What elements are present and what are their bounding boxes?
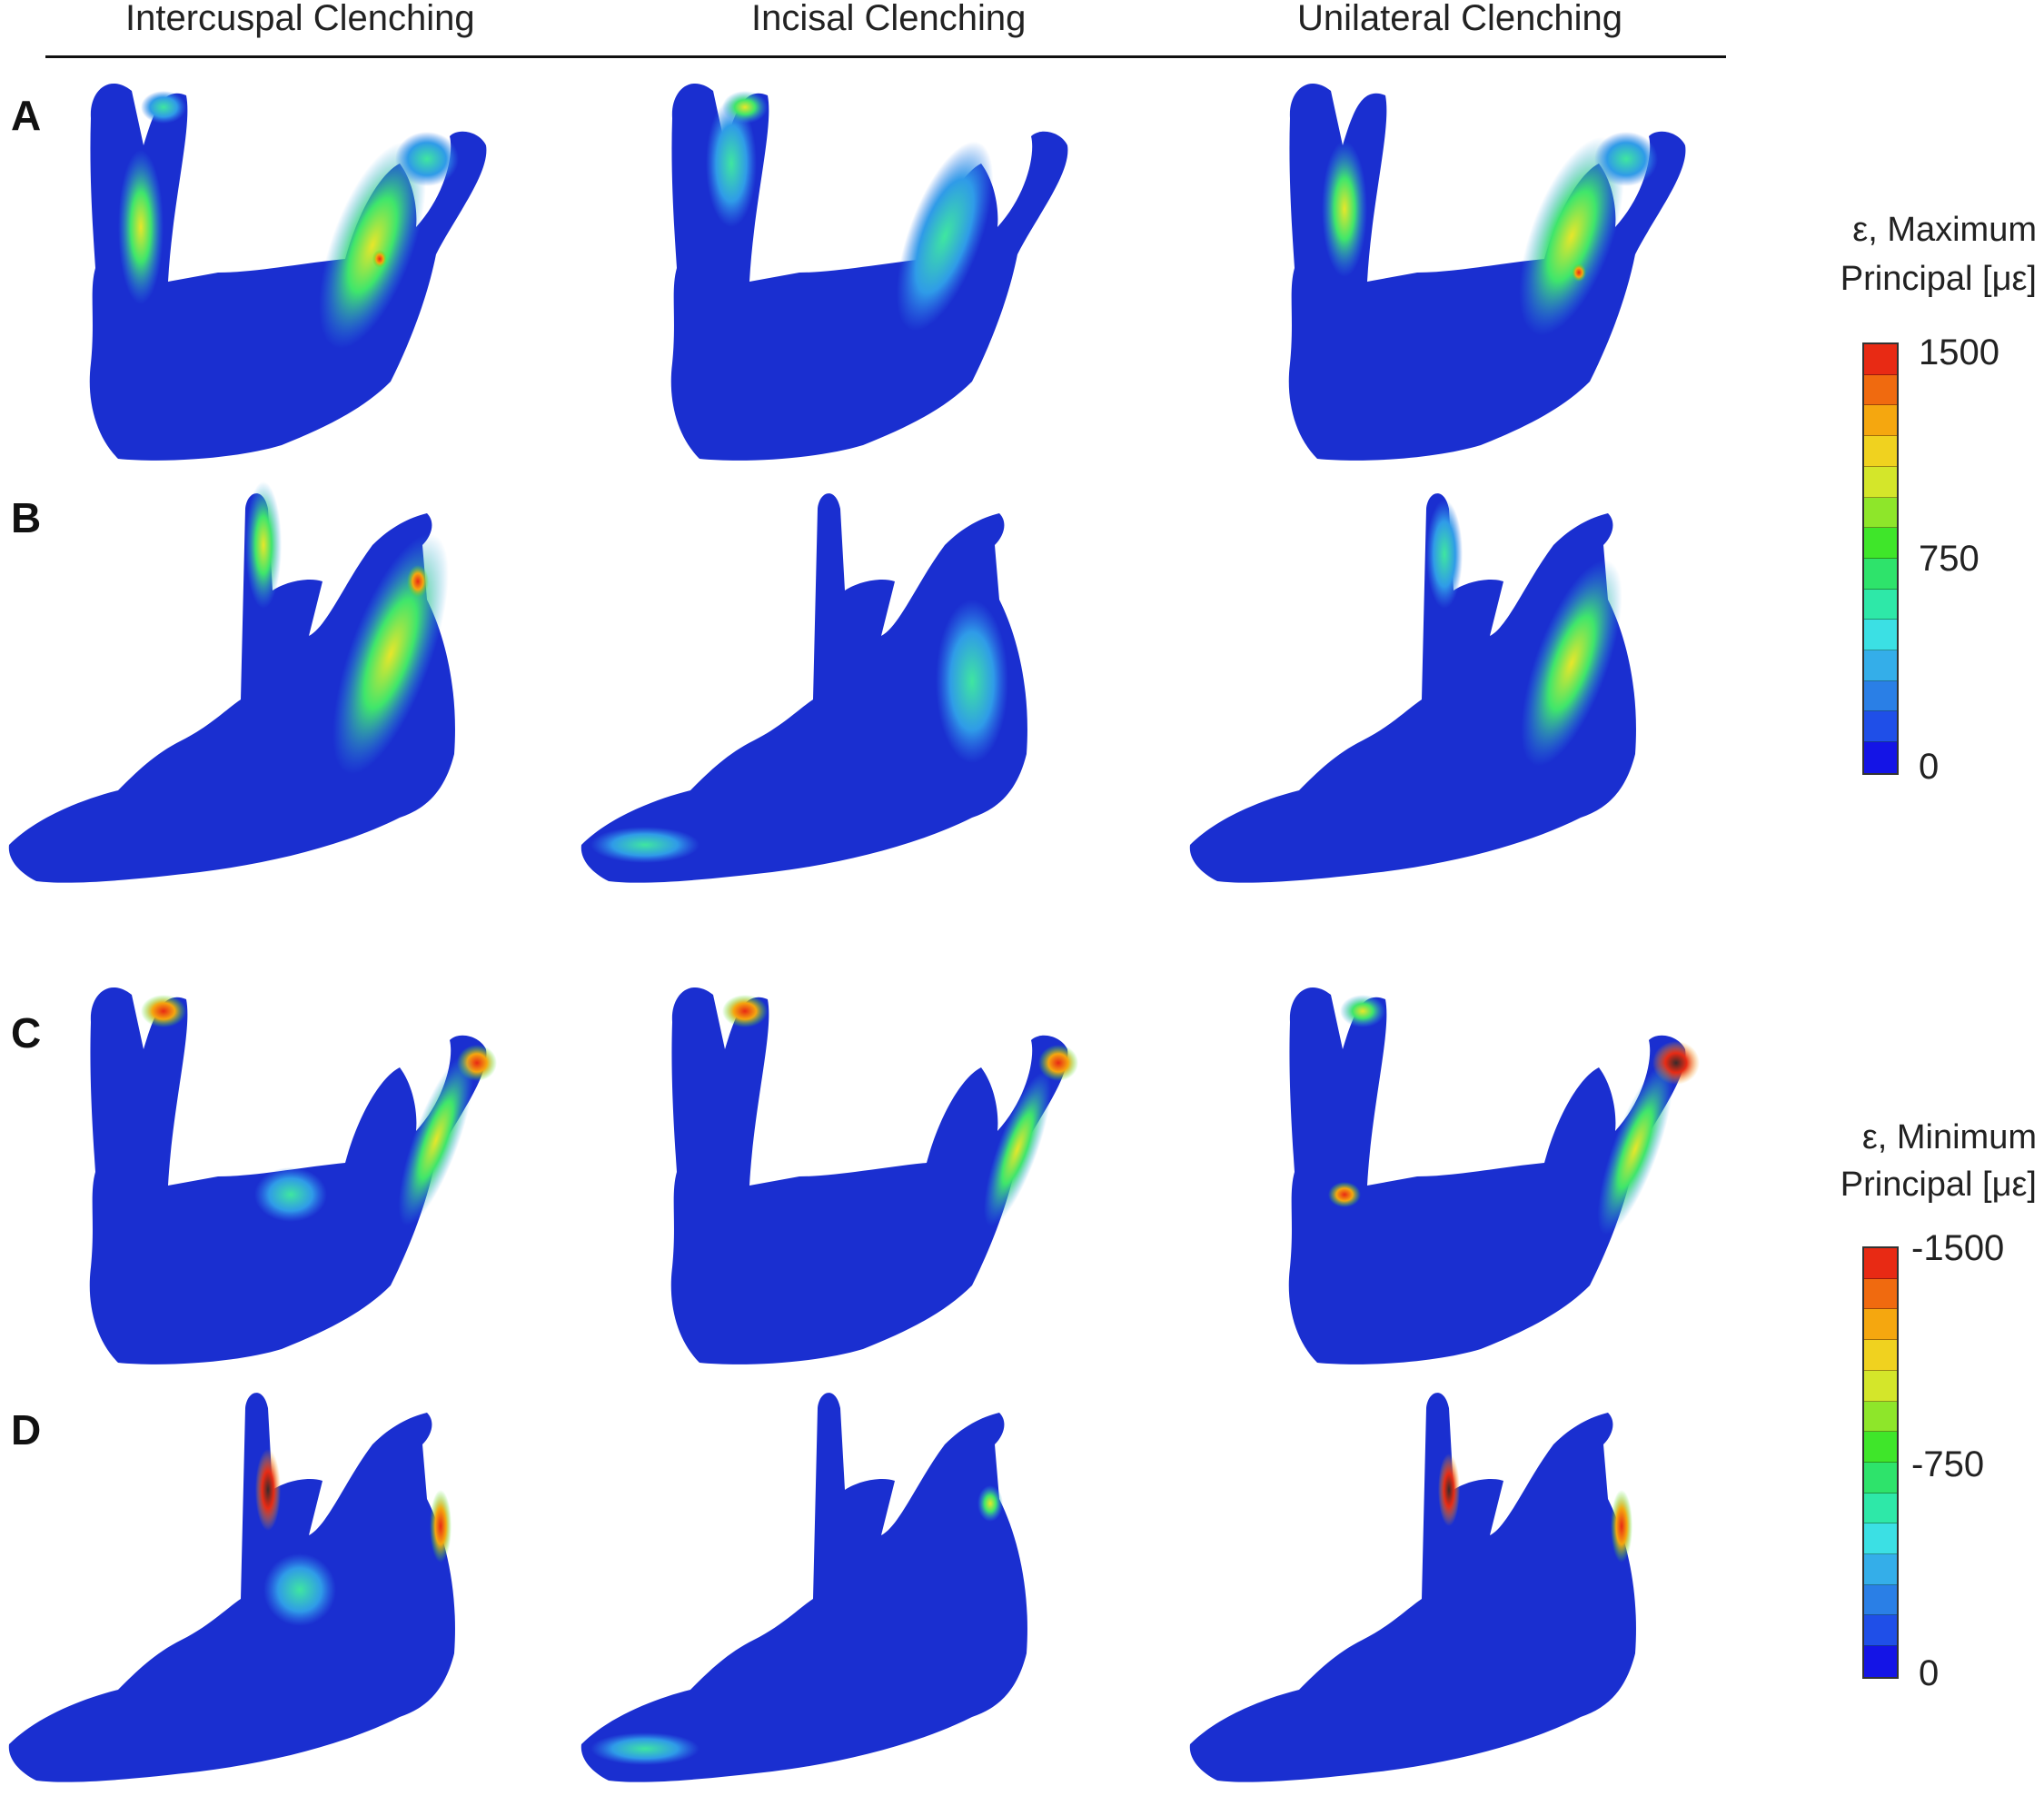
- colorbar-max-title-2: Principal [με]: [1840, 260, 2037, 298]
- cbmax-segment: [1864, 620, 1897, 651]
- colorbar-min: [1862, 1246, 1899, 1679]
- render-c-incisal: [670, 987, 1078, 1364]
- cbmax-segment: [1864, 374, 1897, 406]
- row-label-d: D: [11, 1406, 42, 1454]
- row-label-a: A: [11, 92, 42, 139]
- render-c-intercuspal: [89, 987, 497, 1364]
- colorbar-max-title-1: ε, Maximum: [1852, 211, 2037, 249]
- cbmin-segment: [1864, 1523, 1897, 1555]
- render-b-intercuspal: [8, 481, 455, 883]
- row-label-b: B: [11, 494, 42, 541]
- cbmin-segment: [1864, 1493, 1897, 1524]
- cbmax-segment: [1864, 528, 1897, 559]
- render-a-incisal: [670, 83, 1068, 461]
- cbmin-segment: [1864, 1462, 1897, 1493]
- cbmax-segment: [1864, 589, 1897, 620]
- cbmax-segment: [1864, 405, 1897, 437]
- colorbar-max: [1862, 342, 1899, 775]
- colorbar-min-tick-bottom: 0: [1919, 1653, 1940, 1693]
- cbmin-segment: [1864, 1340, 1897, 1371]
- cbmin-segment: [1864, 1615, 1897, 1647]
- cbmin-segment: [1864, 1401, 1897, 1433]
- column-header-unilateral: Unilateral Clenching: [1297, 0, 1622, 38]
- colorbar-min-title-2: Principal [με]: [1840, 1166, 2037, 1204]
- render-a-intercuspal: [89, 83, 487, 461]
- column-header-incisal: Incisal Clenching: [751, 0, 1027, 38]
- cbmax-segment: [1864, 436, 1897, 467]
- cbmin-segment: [1864, 1278, 1897, 1310]
- mandible-renders: [8, 83, 1700, 1782]
- colorbar-min-tick-mid: -750: [1911, 1444, 1985, 1484]
- header-rule: [45, 55, 1726, 58]
- render-d-incisal: [580, 1393, 1027, 1782]
- render-d-unilateral: [1189, 1393, 1636, 1782]
- column-header-intercuspal: Intercuspal Clenching: [125, 0, 475, 38]
- row-label-c: C: [11, 1009, 42, 1057]
- cbmax-segment: [1864, 497, 1897, 529]
- render-b-unilateral: [1189, 493, 1636, 883]
- colorbar-max-tick-top: 1500: [1919, 332, 1999, 372]
- cbmax-segment: [1864, 711, 1897, 743]
- render-b-incisal: [580, 493, 1027, 883]
- render-c-unilateral: [1288, 987, 1700, 1364]
- colorbar-min-tick-top: -1500: [1911, 1228, 2005, 1268]
- cbmax-segment: [1864, 344, 1897, 375]
- cbmin-segment: [1864, 1248, 1897, 1279]
- cbmax-segment: [1864, 742, 1897, 773]
- cbmin-segment: [1864, 1432, 1897, 1463]
- cbmin-segment: [1864, 1370, 1897, 1402]
- render-d-intercuspal: [8, 1393, 455, 1782]
- cbmax-segment: [1864, 466, 1897, 498]
- cbmin-segment: [1864, 1584, 1897, 1616]
- cbmax-segment: [1864, 650, 1897, 681]
- cbmin-segment: [1864, 1646, 1897, 1677]
- cbmax-segment: [1864, 558, 1897, 590]
- cbmax-segment: [1864, 680, 1897, 712]
- colorbar-max-tick-bottom: 0: [1919, 747, 1940, 787]
- cbmin-segment: [1864, 1309, 1897, 1341]
- cbmin-segment: [1864, 1554, 1897, 1585]
- colorbar-min-title-1: ε, Minimum: [1861, 1118, 2037, 1156]
- colorbar-max-tick-mid: 750: [1919, 539, 1980, 579]
- render-a-unilateral: [1288, 83, 1686, 461]
